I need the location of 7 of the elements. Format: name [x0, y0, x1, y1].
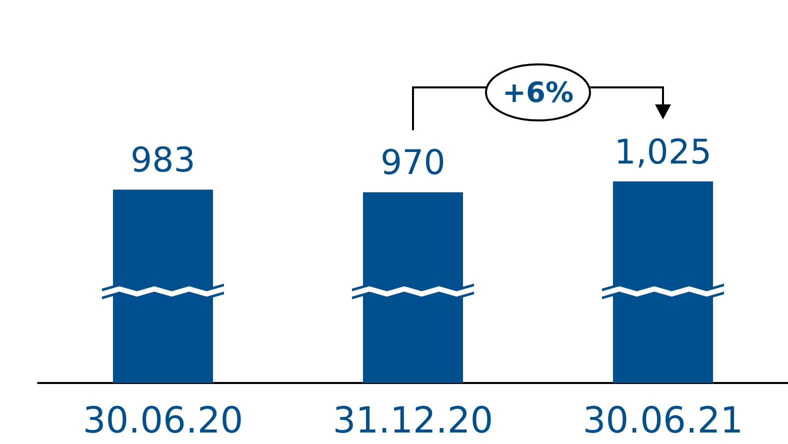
x-tick-label: 31.12.20: [332, 400, 494, 442]
data-label: 970: [380, 143, 446, 184]
data-label: 983: [130, 140, 196, 181]
x-tick-label: 30.06.21: [582, 400, 744, 442]
text: +6%: [502, 76, 574, 109]
x-tick-label: 30.06.20: [82, 400, 244, 442]
data-label: 1,025: [614, 132, 712, 172]
